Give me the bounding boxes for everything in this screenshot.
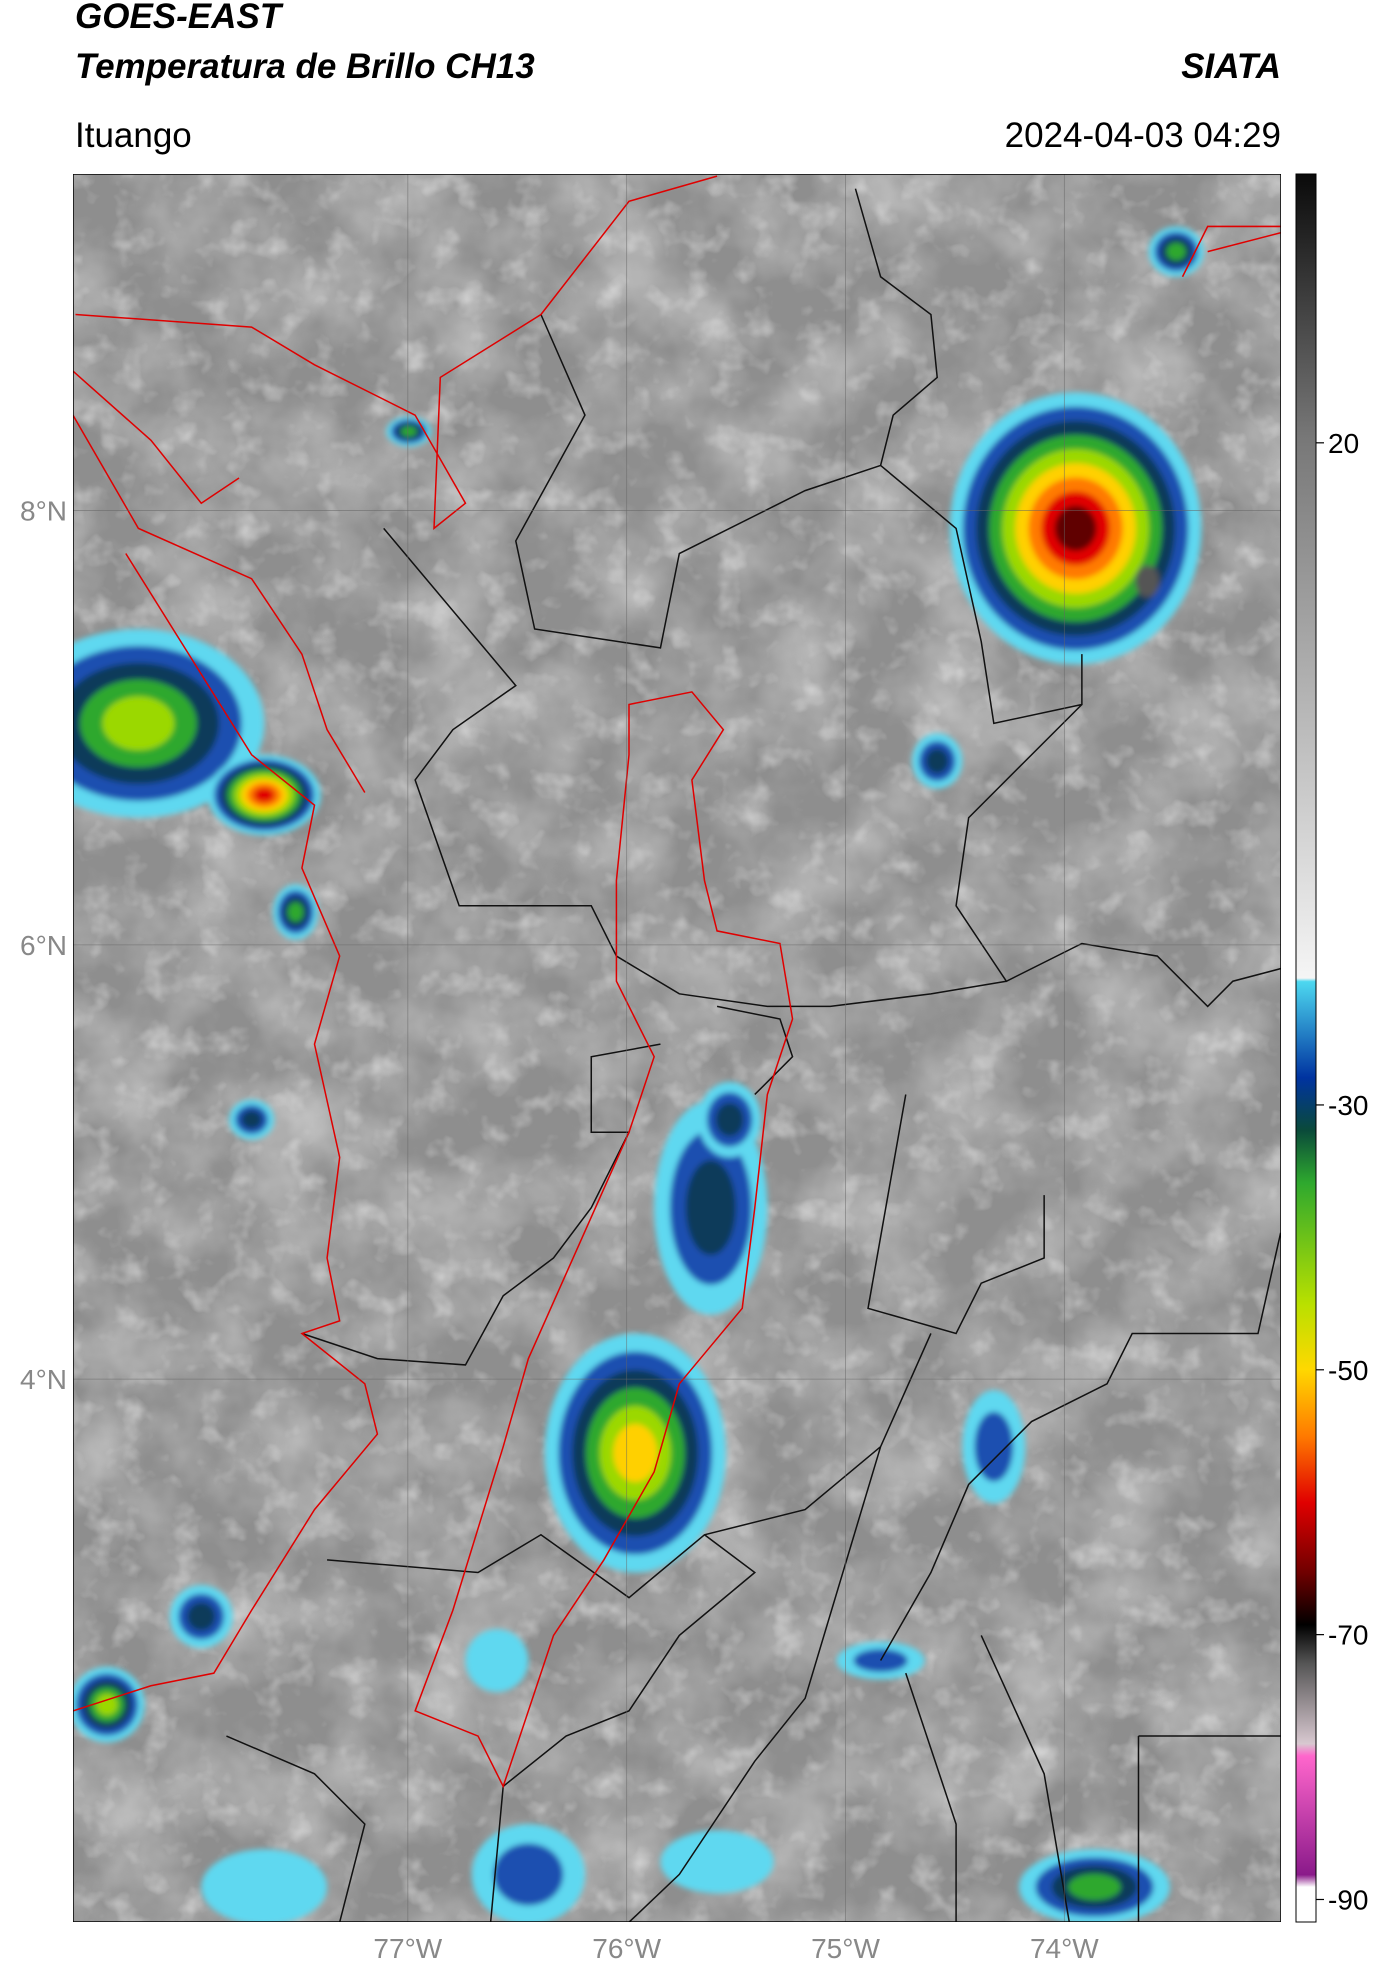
storm-cell [1068, 1873, 1121, 1901]
storm-cell [660, 1830, 774, 1894]
storm-cell [974, 1411, 1014, 1482]
y-tick-label: 6°N [20, 930, 67, 961]
timestamp: 2024-04-03 04:29 [1005, 116, 1281, 155]
grid [73, 174, 1281, 1922]
storm-cell [201, 1849, 328, 1922]
map [73, 174, 1281, 1922]
title: GOES-EAST [75, 0, 284, 36]
storm-core [1135, 565, 1160, 598]
credit: SIATA [1181, 47, 1281, 86]
x-tick-label: 74°W [1030, 1933, 1099, 1964]
colorbar-tick-label: -50 [1328, 1355, 1368, 1386]
colorbar-tick-label: 20 [1328, 428, 1359, 459]
storm-cell [241, 1110, 262, 1129]
storm-cell [287, 902, 304, 922]
borders [73, 175, 1281, 1922]
storm-cell [253, 787, 275, 803]
storm-cell [493, 1843, 564, 1906]
storm-cell [96, 1693, 118, 1716]
storm-cell [926, 748, 949, 774]
storm-cell [715, 1102, 744, 1137]
location: Ituango [75, 116, 192, 155]
colorbar-ticks: 20 -30 -50 -70 -90 [1316, 428, 1368, 1915]
storms [73, 226, 1204, 1922]
storm-cell [465, 1629, 529, 1693]
storm-cell [1054, 505, 1097, 552]
axes: 77°W 76°W 75°W 74°W 8°N 6°N 4°N [20, 496, 1099, 1964]
storm-cell [1166, 242, 1186, 261]
storm-cell [102, 696, 175, 751]
x-tick-label: 75°W [811, 1933, 880, 1964]
colorbar-tick-label: -30 [1328, 1090, 1368, 1121]
storm-cell [400, 426, 417, 437]
colorbar-tick-label: -90 [1328, 1884, 1368, 1915]
y-tick-label: 8°N [20, 496, 67, 527]
colorbar-tick-label: -70 [1328, 1620, 1368, 1651]
storm-cell [685, 1160, 736, 1256]
x-tick-label: 77°W [373, 1933, 442, 1964]
subtitle: Temperatura de Brillo CH13 [75, 47, 535, 86]
storm-cell [613, 1424, 658, 1482]
y-tick-label: 4°N [20, 1364, 67, 1395]
x-tick-label: 76°W [592, 1933, 661, 1964]
storm-cell [187, 1602, 216, 1631]
colorbar [1295, 173, 1317, 1923]
